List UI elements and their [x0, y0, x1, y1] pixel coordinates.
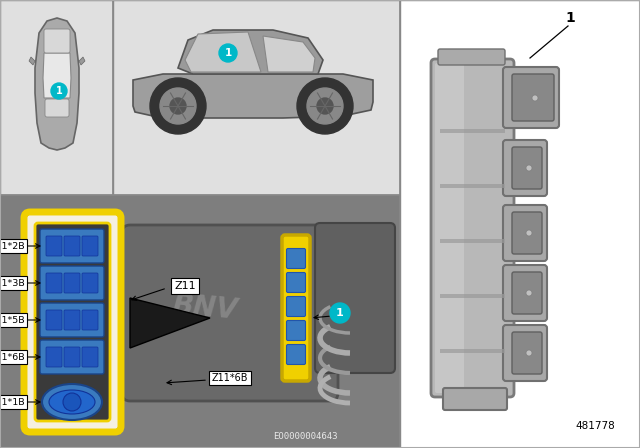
Circle shape: [526, 230, 532, 236]
Text: EO0000004643: EO0000004643: [273, 431, 337, 440]
FancyBboxPatch shape: [503, 205, 547, 261]
Text: Z11*3B: Z11*3B: [0, 279, 25, 288]
Polygon shape: [35, 18, 79, 150]
Text: 1: 1: [56, 86, 62, 96]
FancyBboxPatch shape: [503, 265, 547, 321]
FancyBboxPatch shape: [44, 29, 70, 53]
FancyBboxPatch shape: [40, 340, 104, 374]
Text: Z11*5B: Z11*5B: [0, 315, 25, 324]
FancyBboxPatch shape: [287, 272, 305, 293]
FancyBboxPatch shape: [46, 273, 62, 293]
Circle shape: [51, 83, 67, 99]
FancyBboxPatch shape: [287, 345, 305, 365]
FancyBboxPatch shape: [512, 212, 542, 254]
Circle shape: [330, 303, 350, 323]
FancyBboxPatch shape: [45, 99, 69, 117]
FancyBboxPatch shape: [46, 236, 62, 256]
FancyBboxPatch shape: [64, 310, 80, 330]
Text: Z11*2B: Z11*2B: [0, 241, 25, 250]
FancyBboxPatch shape: [282, 235, 310, 381]
Bar: [400, 0, 640, 448]
FancyBboxPatch shape: [431, 59, 514, 397]
Polygon shape: [133, 74, 373, 118]
Ellipse shape: [49, 390, 95, 414]
FancyBboxPatch shape: [122, 225, 338, 401]
Circle shape: [170, 98, 186, 114]
Circle shape: [150, 78, 206, 134]
Circle shape: [219, 44, 237, 62]
FancyBboxPatch shape: [315, 223, 395, 373]
Bar: [0, 0, 113, 195]
FancyBboxPatch shape: [24, 212, 121, 432]
Bar: [440, 294, 505, 298]
Polygon shape: [130, 298, 210, 348]
Bar: [440, 129, 505, 133]
Circle shape: [526, 165, 532, 171]
Bar: [0, 195, 400, 448]
Circle shape: [297, 78, 353, 134]
FancyBboxPatch shape: [46, 347, 62, 367]
Polygon shape: [29, 57, 35, 65]
FancyBboxPatch shape: [46, 310, 62, 330]
Text: 1: 1: [225, 48, 232, 58]
Circle shape: [526, 290, 532, 296]
Bar: [440, 349, 505, 353]
Text: Z11*1B: Z11*1B: [0, 397, 25, 406]
FancyBboxPatch shape: [287, 320, 305, 340]
Bar: [113, 0, 400, 195]
Polygon shape: [263, 36, 315, 72]
FancyBboxPatch shape: [287, 297, 305, 316]
Polygon shape: [178, 30, 323, 74]
Text: 481778: 481778: [575, 421, 615, 431]
FancyBboxPatch shape: [64, 347, 80, 367]
Text: Z11*6B: Z11*6B: [0, 353, 25, 362]
Bar: [440, 239, 505, 243]
Bar: [0, 195, 400, 448]
FancyBboxPatch shape: [82, 273, 98, 293]
Text: BNV: BNV: [171, 291, 239, 325]
FancyBboxPatch shape: [82, 310, 98, 330]
FancyBboxPatch shape: [64, 273, 80, 293]
FancyBboxPatch shape: [82, 236, 98, 256]
FancyBboxPatch shape: [512, 332, 542, 374]
Text: 1: 1: [565, 11, 575, 25]
Text: Z11: Z11: [174, 281, 196, 291]
Text: 1: 1: [336, 308, 344, 318]
FancyBboxPatch shape: [512, 147, 542, 189]
Circle shape: [63, 393, 81, 411]
FancyBboxPatch shape: [503, 325, 547, 381]
Text: Z11*6B: Z11*6B: [212, 373, 248, 383]
FancyBboxPatch shape: [512, 272, 542, 314]
FancyBboxPatch shape: [40, 229, 104, 263]
Bar: [440, 184, 505, 188]
Circle shape: [307, 88, 343, 124]
FancyBboxPatch shape: [443, 388, 507, 410]
FancyBboxPatch shape: [82, 347, 98, 367]
FancyBboxPatch shape: [64, 236, 80, 256]
FancyBboxPatch shape: [503, 140, 547, 196]
FancyBboxPatch shape: [40, 303, 104, 337]
Ellipse shape: [42, 384, 102, 420]
Circle shape: [532, 95, 538, 101]
FancyBboxPatch shape: [435, 63, 464, 393]
Circle shape: [526, 350, 532, 356]
Circle shape: [317, 98, 333, 114]
FancyBboxPatch shape: [287, 249, 305, 268]
FancyBboxPatch shape: [35, 223, 110, 421]
Polygon shape: [43, 53, 71, 98]
Circle shape: [160, 88, 196, 124]
FancyBboxPatch shape: [503, 67, 559, 128]
Polygon shape: [79, 57, 85, 65]
FancyBboxPatch shape: [438, 49, 505, 65]
FancyBboxPatch shape: [40, 266, 104, 300]
Polygon shape: [185, 32, 261, 72]
FancyBboxPatch shape: [512, 74, 554, 121]
